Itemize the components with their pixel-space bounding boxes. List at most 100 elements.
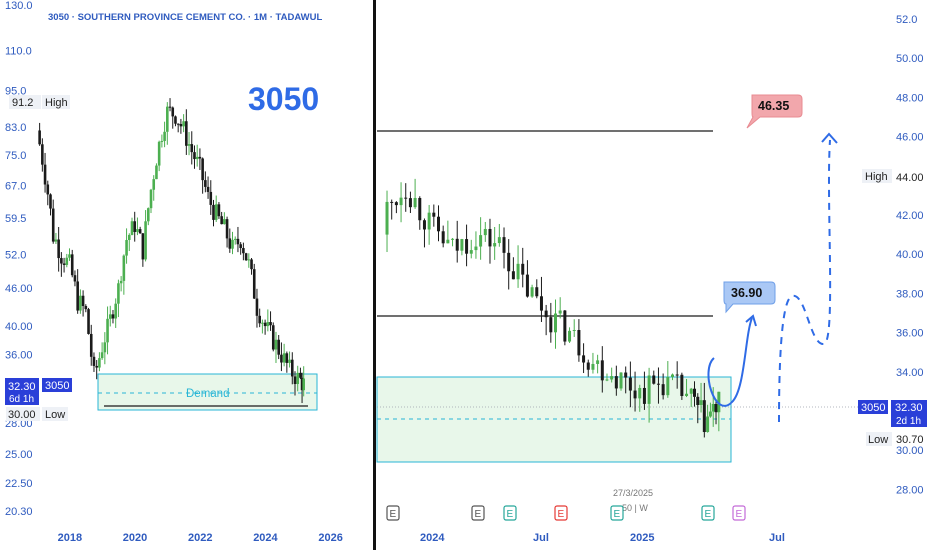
right-candle-body [717, 391, 721, 413]
left-symbol-label: 3050 [248, 81, 319, 117]
right-candle-body [441, 231, 445, 244]
left-candle-body [51, 208, 55, 242]
right-high-label: High [865, 171, 888, 183]
right-candle-body [554, 313, 557, 333]
left-y-tick: 83.0 [5, 122, 26, 134]
left-candle-body [125, 239, 128, 256]
left-candle-body [100, 352, 104, 359]
right-candle-body [628, 377, 632, 391]
left-candle-body [231, 239, 234, 249]
event-marker-box[interactable] [732, 505, 746, 521]
left-candle-body [185, 121, 188, 146]
left-candle-body [201, 158, 204, 181]
left-candle-body [193, 152, 196, 160]
right-candle-body [437, 216, 440, 232]
event-marker-box[interactable] [554, 505, 568, 521]
right-candle-body [399, 197, 403, 206]
right-low-label: Low [868, 434, 888, 446]
right-candle-body [702, 400, 706, 433]
left-low-label: Low [45, 409, 65, 421]
left-candle-body [119, 280, 123, 284]
left-candle-body [277, 339, 280, 355]
right-candle-body [586, 362, 590, 370]
left-candle-body [92, 356, 96, 366]
left-candle-body [212, 204, 215, 220]
left-x-tick: 2020 [123, 532, 147, 544]
left-candle-body [302, 378, 305, 391]
left-candle-body [57, 239, 60, 259]
left-y-tick: 22.50 [5, 478, 33, 490]
right-candle-body [605, 379, 609, 381]
projection-arrow-1 [745, 314, 757, 327]
right-candle-body [493, 243, 497, 247]
panel-divider [373, 0, 376, 550]
left-candle-body [95, 365, 98, 368]
right-candle-body [521, 263, 525, 275]
left-y-tick: 36.00 [5, 350, 33, 362]
right-candle-body [563, 310, 567, 342]
right-x-tick: Jul [769, 532, 785, 544]
left-candle-body [266, 322, 270, 327]
right-candle-body [460, 239, 464, 251]
left-candle-body [98, 358, 101, 368]
target2-value: 46.35 [758, 99, 789, 113]
right-candle-body [535, 287, 539, 297]
left-candles [38, 98, 305, 404]
left-candle-body [280, 354, 283, 363]
event-marker-label: E [705, 509, 712, 520]
right-y-tick: 34.00 [896, 367, 924, 379]
right-candle-body [525, 274, 529, 297]
right-symbol-tag: 3050 [861, 402, 885, 414]
left-x-tick: 2018 [58, 532, 82, 544]
right-candle-body [638, 387, 642, 399]
right-candle-body [591, 363, 595, 370]
right-y-tick: 48.00 [896, 92, 924, 104]
left-candle-body [146, 208, 150, 222]
left-low-value-box [6, 407, 40, 421]
left-y-tick: 46.00 [5, 283, 33, 295]
left-candle-body [70, 254, 74, 276]
right-candle-body [624, 372, 628, 378]
left-demand-label: Demand [186, 388, 229, 400]
left-candle-body [209, 191, 213, 205]
right-candle-body [539, 296, 543, 311]
event-marker-box[interactable] [471, 505, 485, 521]
left-price-value: 32.30 [8, 381, 36, 393]
left-candle-body [299, 372, 302, 378]
left-y-axis: 130.0 110.0 95.0 83.0 75.0 67.0 59.5 52.0 46.00 4… [5, 0, 33, 518]
right-candle-body [614, 376, 618, 389]
left-y-tick: 52.0 [5, 249, 26, 261]
date-note: 27/3/2025 [613, 488, 653, 498]
left-candle-body [271, 325, 275, 350]
left-candle-body [233, 238, 237, 240]
left-y-tick: 95.0 [5, 85, 26, 97]
left-candle-body [168, 106, 172, 108]
left-y-tick: 67.0 [5, 180, 26, 192]
left-candle-body [41, 144, 44, 165]
left-chart-header: 3050 · SOUTHERN PROVINCE CEMENT CO. · 1M… [48, 12, 322, 23]
right-high-label-box [862, 169, 892, 183]
event-marker-box[interactable] [610, 505, 624, 521]
right-y-tick: 40.00 [896, 249, 924, 261]
event-marker-box[interactable] [386, 505, 400, 521]
left-high-value-box [9, 95, 41, 109]
left-symbol-box [42, 378, 72, 392]
left-candle-body [174, 116, 177, 124]
event-marker-box[interactable] [701, 505, 715, 521]
right-x-tick: 2025 [630, 532, 654, 544]
event-marker-box[interactable] [503, 505, 517, 521]
left-x-tick: 2026 [318, 532, 342, 544]
right-candle-body [647, 375, 651, 404]
left-high-label-box [42, 95, 70, 109]
left-price-box [5, 378, 39, 405]
right-candle-body [666, 376, 670, 396]
right-candle-body [619, 372, 623, 389]
left-candle-body [141, 233, 145, 260]
event-marker-label: E [475, 509, 482, 520]
left-candle-body [166, 106, 169, 132]
left-candle-body [68, 254, 71, 258]
target1-value: 36.90 [731, 286, 762, 300]
right-candle-body [511, 271, 515, 280]
projection-path-solid [707, 317, 753, 407]
